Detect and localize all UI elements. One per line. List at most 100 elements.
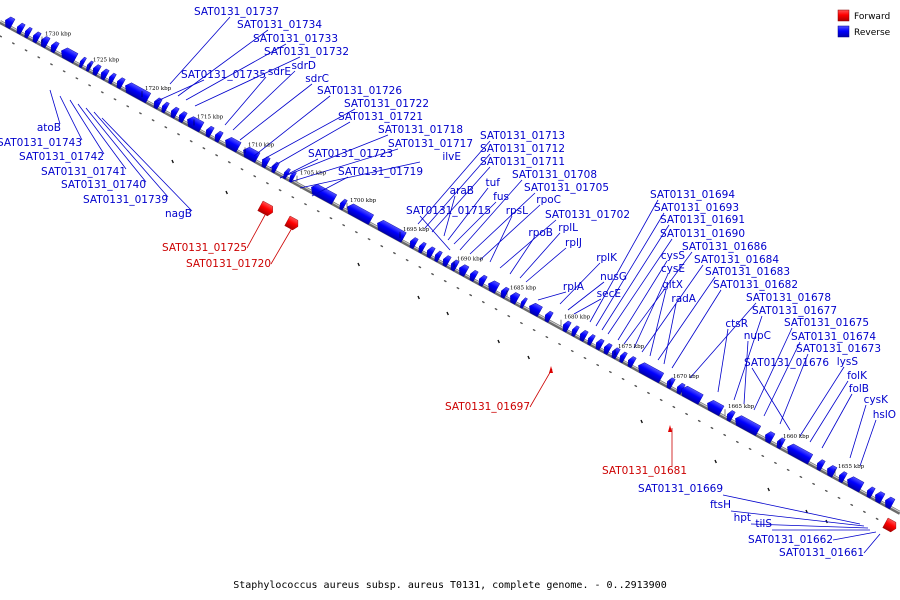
reverse-gene — [595, 338, 605, 351]
forward-gene-label[interactable]: SAT0131_01681 — [602, 465, 687, 477]
reverse-gene-label[interactable]: SAT0131_01675 — [784, 317, 869, 329]
reverse-gene-label[interactable]: SAT0131_01715 — [406, 205, 491, 217]
reverse-gene-label[interactable]: SAT0131_01673 — [796, 343, 881, 355]
left-gene-label[interactable]: nagB — [165, 208, 192, 220]
reverse-gene-label[interactable]: SAT0131_01719 — [338, 166, 423, 178]
reverse-gene-label-leader — [509, 237, 535, 275]
reverse-gene-label-leader — [499, 219, 557, 269]
reverse-gene-label[interactable]: rplK — [596, 252, 618, 264]
left-gene-label[interactable]: atoB — [37, 122, 61, 134]
forward-gene-label[interactable]: SAT0131_01697 — [445, 401, 530, 413]
reverse-gene-label[interactable]: folB — [849, 383, 869, 395]
reverse-gene-label[interactable]: SAT0131_01676 — [744, 357, 829, 369]
reverse-gene-label[interactable]: rplA — [563, 281, 585, 293]
reverse-gene-label[interactable]: SAT0131_01721 — [338, 111, 423, 123]
reverse-gene-label[interactable]: fus — [493, 191, 509, 203]
reverse-gene-label[interactable]: rplJ — [565, 237, 582, 249]
reverse-gene — [205, 125, 215, 138]
reverse-gene-label[interactable]: cysS — [661, 250, 685, 262]
reverse-gene-label[interactable]: sdrC — [305, 73, 329, 85]
reverse-gene-label[interactable]: sdrE — [268, 66, 291, 78]
reverse-gene-label-leader — [519, 232, 561, 279]
reverse-gene-label-leader — [419, 215, 451, 251]
reverse-gene-label[interactable]: rpsL — [506, 205, 528, 217]
reverse-gene-label[interactable]: SAT0131_01702 — [545, 209, 630, 221]
lower-gene-label[interactable]: SAT0131_01669 — [638, 483, 723, 495]
left-gene-label[interactable]: SAT0131_01740 — [61, 179, 146, 191]
reverse-gene-label[interactable]: lysS — [837, 356, 859, 368]
lower-gene-label[interactable]: ftsH — [710, 499, 731, 511]
forward-gene — [284, 215, 299, 231]
reverse-gene-label-leader — [154, 79, 205, 103]
reverse-gene-label[interactable]: radA — [671, 293, 696, 305]
reverse-gene-label[interactable]: SAT0131_01691 — [660, 214, 745, 226]
reverse-gene-label[interactable]: SAT0131_01732 — [264, 46, 349, 58]
reverse-gene-label[interactable]: SAT0131_01733 — [253, 33, 338, 45]
reverse-gene-label[interactable]: rplL — [558, 222, 578, 234]
reverse-gene-label[interactable]: gltX — [662, 279, 683, 291]
reverse-gene-label[interactable]: SAT0131_01678 — [746, 292, 831, 304]
reverse-gene-label[interactable]: araB — [450, 185, 474, 197]
reverse-gene-label[interactable]: SAT0131_01723 — [308, 148, 393, 160]
reverse-gene-label[interactable]: SAT0131_01690 — [660, 228, 745, 240]
reverse-gene-label[interactable]: folK — [847, 370, 868, 382]
left-gene-label[interactable]: SAT0131_01742 — [19, 151, 104, 163]
left-gene-label[interactable]: SAT0131_01743 — [0, 137, 82, 149]
reverse-gene-label[interactable]: SAT0131_01674 — [791, 331, 876, 343]
reverse-gene-label-leader — [809, 380, 849, 443]
reverse-gene-label[interactable]: SAT0131_01737 — [194, 6, 279, 18]
reverse-gene-label[interactable]: secE — [597, 288, 621, 300]
lower-gene-label[interactable]: SAT0131_01661 — [779, 547, 864, 559]
reverse-gene-label[interactable]: SAT0131_01677 — [752, 305, 837, 317]
forward-gene — [882, 517, 897, 533]
forward-gene-label[interactable]: SAT0131_01720 — [186, 258, 271, 270]
reverse-gene-label[interactable]: rpoB — [528, 227, 553, 239]
reverse-gene-label[interactable]: SAT0131_01683 — [705, 266, 790, 278]
reverse-gene-label[interactable]: SAT0131_01684 — [694, 254, 779, 266]
reverse-gene-label[interactable]: SAT0131_01722 — [344, 98, 429, 110]
reverse-gene — [765, 431, 776, 444]
legend: Forward Reverse — [837, 9, 891, 38]
reverse-gene-label[interactable]: SAT0131_01711 — [480, 156, 565, 168]
reverse-gene-label[interactable]: SAT0131_01693 — [654, 202, 739, 214]
reverse-gene-label[interactable]: nusG — [600, 271, 627, 283]
tick-label: 1700 kbp — [350, 198, 377, 204]
reverse-gene-label[interactable]: SAT0131_01726 — [317, 85, 402, 97]
reverse-gene-label[interactable]: SAT0131_01682 — [713, 279, 798, 291]
reverse-gene-label-leader — [431, 166, 491, 233]
reverse-gene-label[interactable]: SAT0131_01686 — [682, 241, 767, 253]
reverse-gene-label[interactable]: sdrD — [291, 60, 316, 72]
left-gene-label[interactable]: SAT0131_01739 — [83, 194, 168, 206]
legend-forward-swatch — [837, 9, 850, 22]
reverse-gene-label[interactable]: SAT0131_01734 — [237, 19, 322, 31]
left-gene-label-leader — [85, 107, 147, 183]
reverse-gene-label[interactable]: SAT0131_01705 — [524, 182, 609, 194]
reverse-gene-label[interactable]: SAT0131_01713 — [480, 130, 565, 142]
left-gene-label-leader — [49, 89, 61, 125]
left-gene-label-leader — [101, 117, 193, 212]
left-gene-label[interactable]: SAT0131_01741 — [41, 166, 126, 178]
reverse-gene-label[interactable]: cysE — [661, 263, 685, 275]
lower-gene-label[interactable]: SAT0131_01662 — [748, 534, 833, 546]
reverse-gene-label[interactable]: hslO — [873, 409, 896, 421]
reverse-gene-label[interactable]: cysK — [864, 394, 889, 406]
lower-gene-label[interactable]: tilS — [755, 518, 772, 530]
reverse-gene — [603, 343, 613, 355]
reverse-gene-label[interactable]: SAT0131_01717 — [388, 138, 473, 150]
reverse-gene-label[interactable]: tuf — [486, 177, 501, 189]
reverse-gene-label[interactable]: ctsR — [725, 318, 748, 330]
lower-gene-label[interactable]: hpt — [734, 512, 751, 524]
reverse-gene-label[interactable]: SAT0131_01694 — [650, 189, 735, 201]
reverse-gene — [187, 116, 205, 133]
reverse-gene-label[interactable]: SAT0131_01712 — [480, 143, 565, 155]
reverse-gene-label[interactable]: rpoC — [536, 194, 561, 206]
tick-label: 1670 kbp — [673, 374, 700, 380]
forward-gene-label[interactable]: SAT0131_01725 — [162, 242, 247, 254]
reverse-gene-label[interactable]: ilvE — [442, 151, 461, 163]
reverse-gene-label[interactable]: SAT0131_01708 — [512, 169, 597, 181]
reverse-gene-label-leader — [717, 328, 729, 393]
reverse-gene — [459, 264, 470, 277]
reverse-gene-label[interactable]: nupC — [744, 330, 771, 342]
reverse-gene-label[interactable]: SAT0131_01735 — [181, 69, 266, 81]
reverse-gene-label[interactable]: SAT0131_01718 — [378, 124, 463, 136]
